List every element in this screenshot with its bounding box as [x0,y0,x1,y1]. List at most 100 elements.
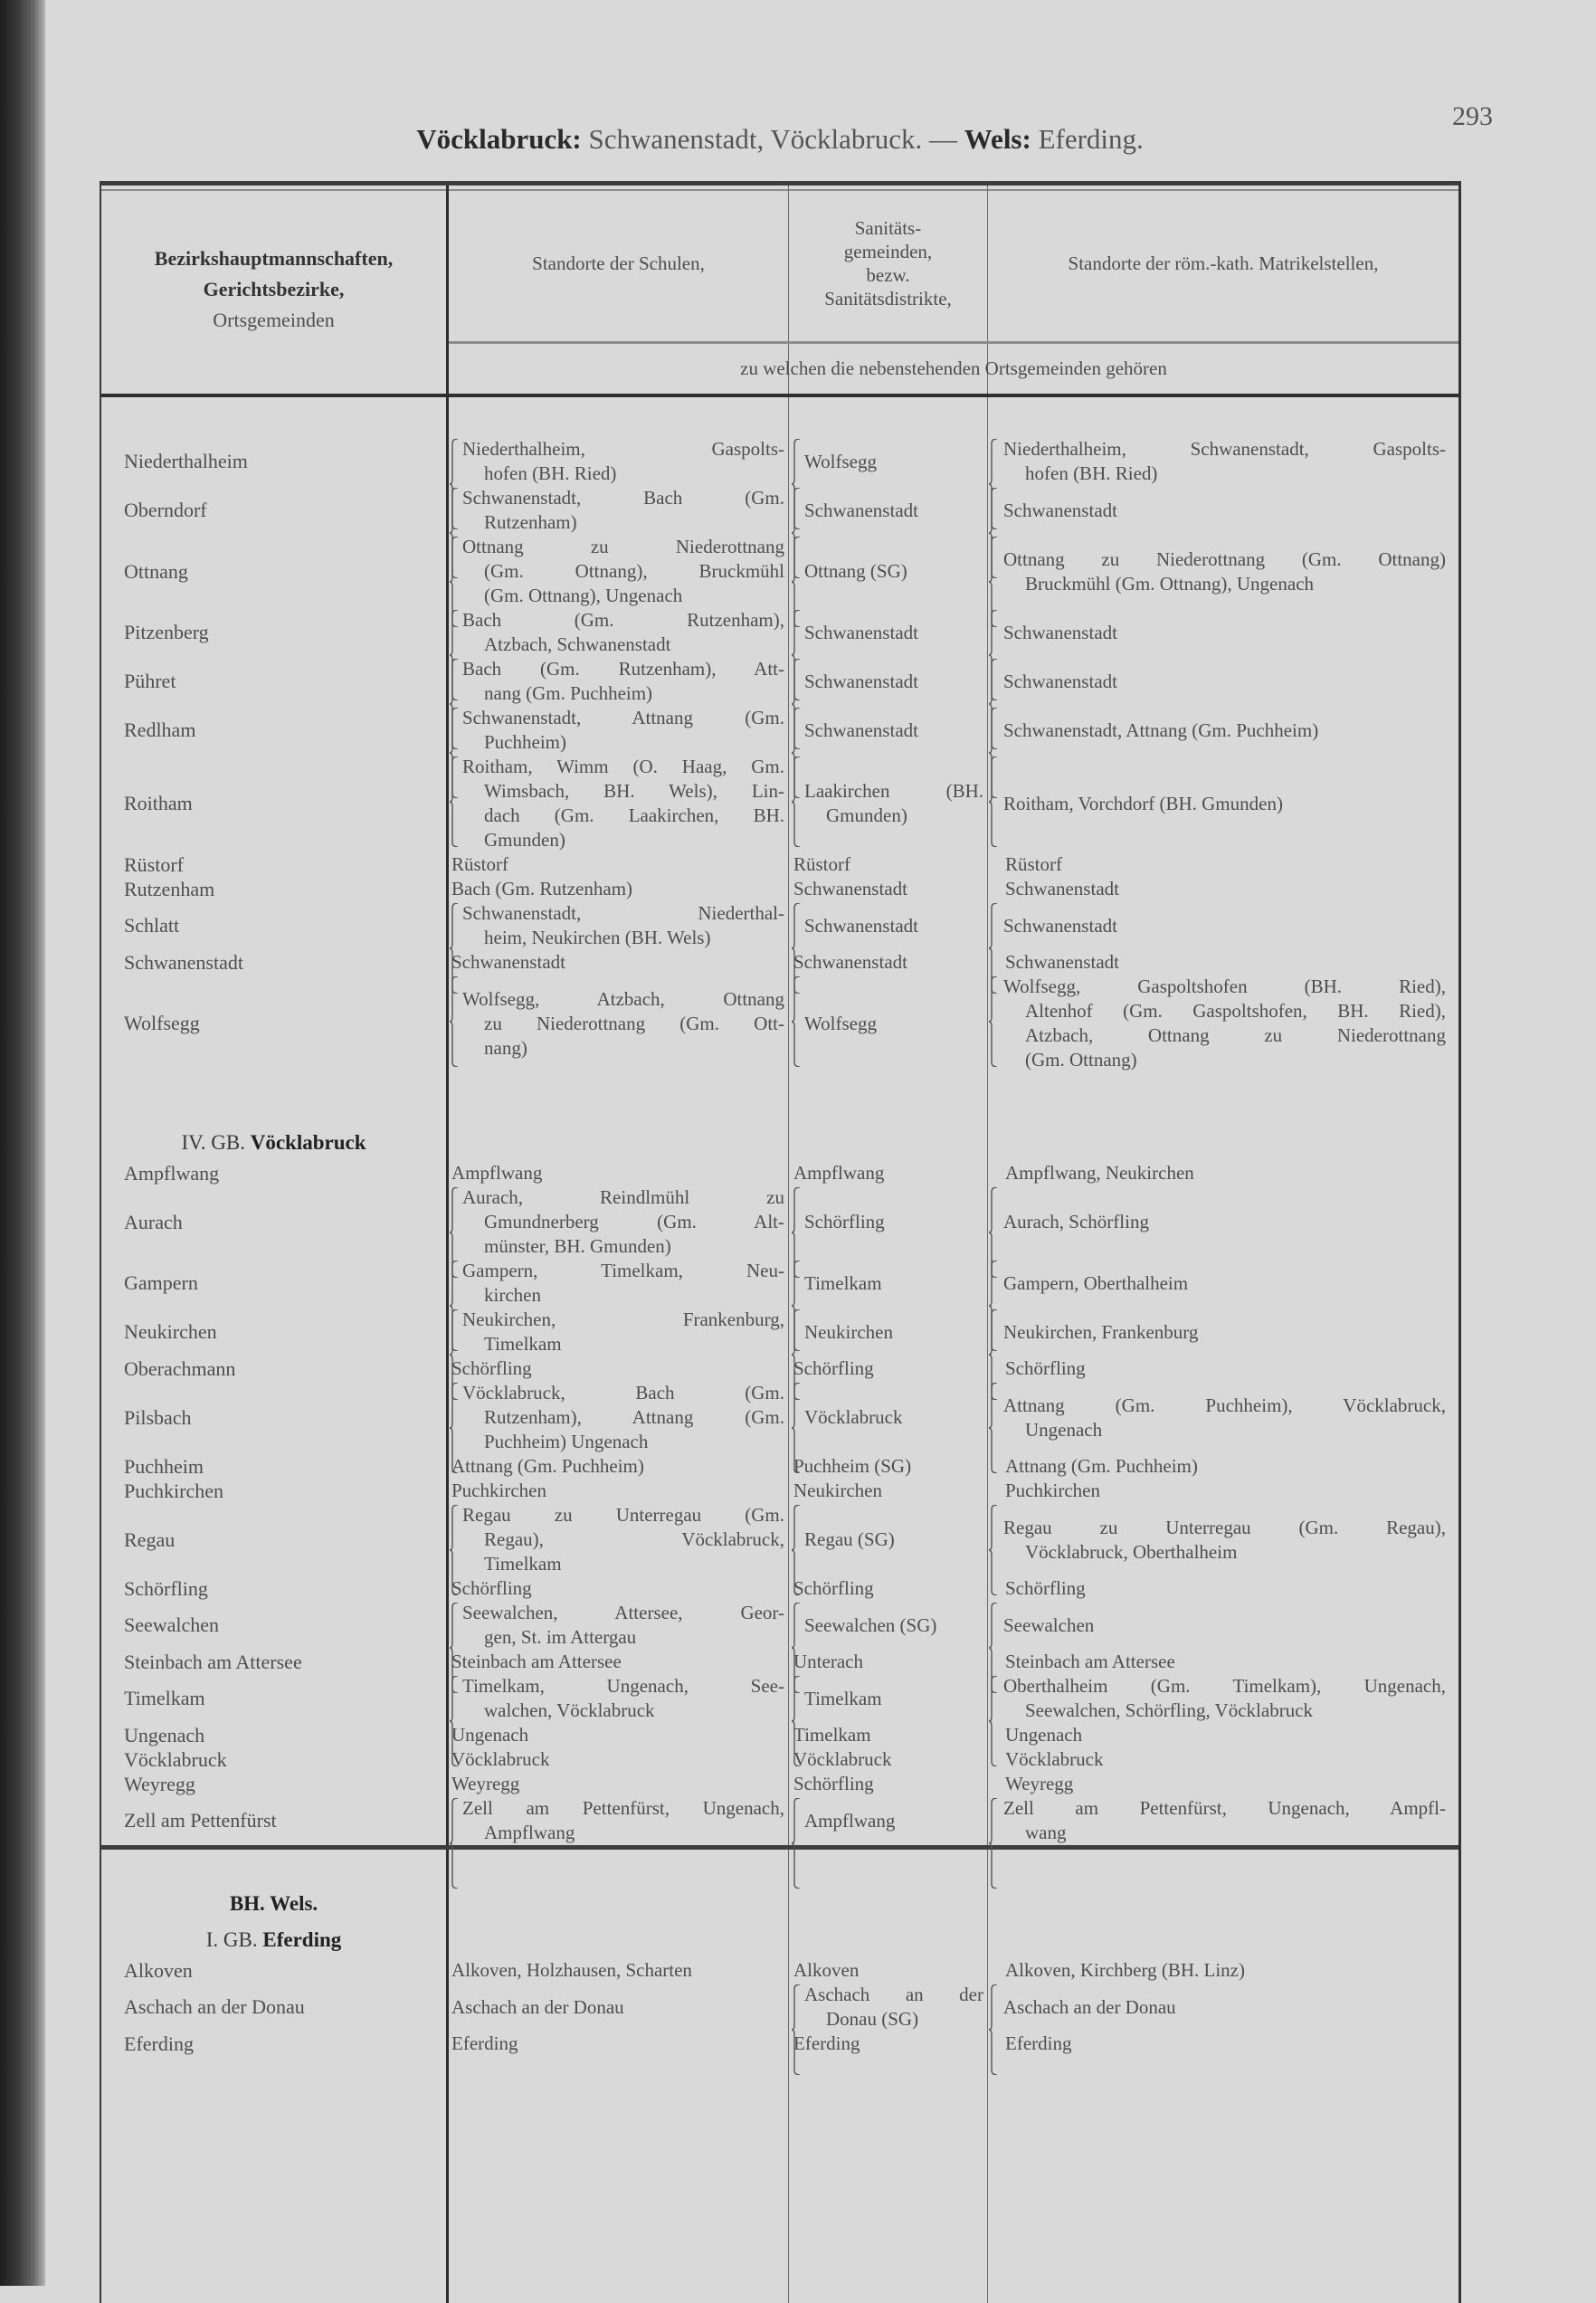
column-divider [987,186,988,2303]
cell-line: Schwanenstadt [451,951,565,973]
sanitary-district-cell: Schwanenstadt [788,608,987,657]
header-municipalities: Bezirkshauptmannschaften, Gerichtsbezirk… [101,186,446,394]
cell-line: Timelkam, Ungenach, See- [462,1675,784,1697]
cell-line: Attnang (Gm. Puchheim) [451,1455,644,1477]
parish-registry-cell: Schwanenstadt [987,657,1458,706]
cell-text: Regau (SG) [793,1527,983,1552]
cell-line: Ampflwang [804,1809,896,1832]
municipality-name: Timelkam [124,1687,205,1709]
school-location-cell: Schörfling [446,1576,788,1601]
header-bottom-rule [101,394,1458,397]
cell-line: Seewalchen (SG) [804,1613,937,1636]
cell-line: Neukirchen [793,1480,882,1501]
cell-line: nang) [484,1036,527,1059]
parish-registry-cell: Aurach, Schörfling [987,1185,1458,1259]
sanitary-district-cell: Wolfsegg [788,437,987,486]
cell-line: Weyregg [451,1773,520,1794]
cell-line: wang [1025,1822,1067,1843]
parish-registry-cell: Neukirchen, Frankenburg [987,1308,1458,1356]
municipality-cell: Ampflwang [101,1161,446,1185]
brace-icon [450,976,459,1067]
header-parish: Standorte der röm.-kath. Matrikelstellen… [1068,252,1379,274]
page-title: Vöcklabruck: Schwanenstadt, Vöcklabruck.… [0,123,1560,156]
cell-text: Regau zu Unterregau (Gm. Regau), Vöcklabr… [993,1516,1446,1565]
cell-text: Timelkam [793,1723,983,1747]
cell-line: Gmundnerberg (Gm. Alt- [484,1211,784,1232]
cell-line: Gmunden) [484,829,565,851]
heading-name: Vöcklabruck [250,1131,366,1154]
table-row: Aurach Aurach, Reindlmühl zu Gmundnerberg … [101,1185,1458,1259]
cell-line: Oberthalheim (Gm. Timelkam), Ungenach, [1003,1675,1446,1697]
municipality-cell: Aschach an der Donau [101,1983,446,2032]
municipality-cell: Rutzenham [101,877,446,901]
school-location-cell: Steinbach am Attersee [446,1650,788,1674]
cell-text: Ampflwang, Neukirchen [1005,1161,1446,1185]
cell-line: Wolfsegg, Atzbach, Ottnang [462,987,784,1010]
cell-text: Schörfling [1005,1356,1446,1381]
parish-registry-cell: Rüstorf [987,852,1458,877]
table-body: Niederthalheim Niederthalheim, Gaspolts-h… [101,397,1458,2056]
cell-line: Schwanenstadt [1005,951,1119,973]
cell-line: Wolfsegg [804,450,877,472]
cell-line: Alkoven [793,1959,860,1981]
parish-registry-cell: Vöcklabruck [987,1747,1458,1772]
cell-text: Attnang (Gm. Puchheim) [1005,1454,1446,1479]
cell-text: Timelkam, Ungenach, See-walchen, Vöcklab… [451,1674,784,1723]
parish-registry-cell: Steinbach am Attersee [987,1650,1458,1674]
table-row: Gampern Gampern, Timelkam, Neu-kirchen Tim… [101,1259,1458,1308]
table-row: Puchkirchen Puchkirchen Neukirchen Puchkirc… [101,1479,1458,1503]
title-courts-2: Eferding. [1038,123,1144,155]
municipality-name: Schlatt [124,914,180,937]
parish-registry-cell: Attnang (Gm. Puchheim), Vöcklabruck, Unge… [987,1381,1458,1454]
parish-registry-cell: Schwanenstadt [987,486,1458,535]
cell-line: Seewalchen, Schörfling, Vöcklabruck [1025,1699,1314,1721]
cell-line: Bach (Gm. Rutzenham) [451,878,633,899]
section-heading: I. GB. Eferding [101,1922,446,1958]
cell-line: Rutzenham), Attnang (Gm. [484,1406,784,1428]
cell-text: Gampern, Oberthalheim [993,1271,1446,1296]
cell-line: Schwanenstadt, Attnang (Gm. [462,707,784,728]
cell-line: Schörfling [793,1577,874,1599]
cell-line: Vöcklabruck [451,1748,550,1770]
school-location-cell: Bach (Gm. Rutzenham), Atzbach, Schwanenst… [446,608,788,657]
cell-text: Neukirchen, Frankenburg [993,1320,1446,1345]
municipality-name: Regau [124,1527,176,1551]
municipality-cell: Weyregg [101,1772,446,1796]
cell-text: Schwanenstadt [993,670,1446,694]
school-location-cell: Regau zu Unterregau (Gm. Regau), Vöcklabr… [446,1503,788,1576]
municipality-cell: Schörfling [101,1576,446,1601]
school-location-cell: Schwanenstadt, Bach (Gm. Rutzenham) [446,486,788,535]
cell-line: Rüstorf [451,853,508,875]
cell-line: Schwanenstadt [804,499,918,521]
header-col3-line: gemeinden, [843,241,933,262]
cell-text: Weyregg [451,1772,784,1796]
cell-line: Puchheim (SG) [793,1455,912,1477]
cell-text: Schwanenstadt [993,621,1446,645]
school-location-cell: Puchkirchen [446,1479,788,1503]
cell-line: Aurach, Schörfling [1003,1211,1149,1232]
municipality-name: Puchheim [124,1454,204,1478]
section-heading: BH. Wels. [101,1886,446,1922]
school-location-cell: Ungenach [446,1723,788,1747]
municipality-cell: Seewalchen [101,1601,446,1650]
table-section: IV. GB. Vöcklabruck Ampflwang Ampflwang Amp… [101,1125,1458,1845]
sanitary-district-cell: Seewalchen (SG) [788,1601,987,1650]
cell-line: Laakirchen (BH. [804,780,983,802]
cell-text: Rüstorf [451,852,784,877]
table-row: Regau Regau zu Unterregau (Gm. Regau), Vöc… [101,1503,1458,1576]
school-location-cell: Schwanenstadt [446,950,788,975]
cell-text: Vöcklabruck, Bach (Gm. Rutzenham), Attnan… [451,1381,784,1454]
cell-line: Regau), Vöcklabruck, [484,1528,784,1550]
parish-registry-cell: Attnang (Gm. Puchheim) [987,1454,1458,1479]
heading-name: Eferding [262,1928,342,1951]
brace-icon [450,1798,459,1889]
municipality-cell: Puchkirchen [101,1479,446,1503]
school-location-cell: Seewalchen, Attersee, Geor-gen, St. im A… [446,1601,788,1650]
cell-text: Ampflwang [451,1161,784,1185]
cell-line: Gmunden) [826,804,907,826]
cell-line: zu Niederottnang (Gm. Ott- [484,1012,784,1034]
cell-text: Roitham, Vorchdorf (BH. Gmunden) [993,792,1446,816]
cell-line: Ampflwang [793,1162,885,1184]
cell-text: Schwanenstadt, Attnang (Gm. Puchheim) [993,718,1446,743]
cell-text: Schwanenstadt [1005,950,1446,975]
